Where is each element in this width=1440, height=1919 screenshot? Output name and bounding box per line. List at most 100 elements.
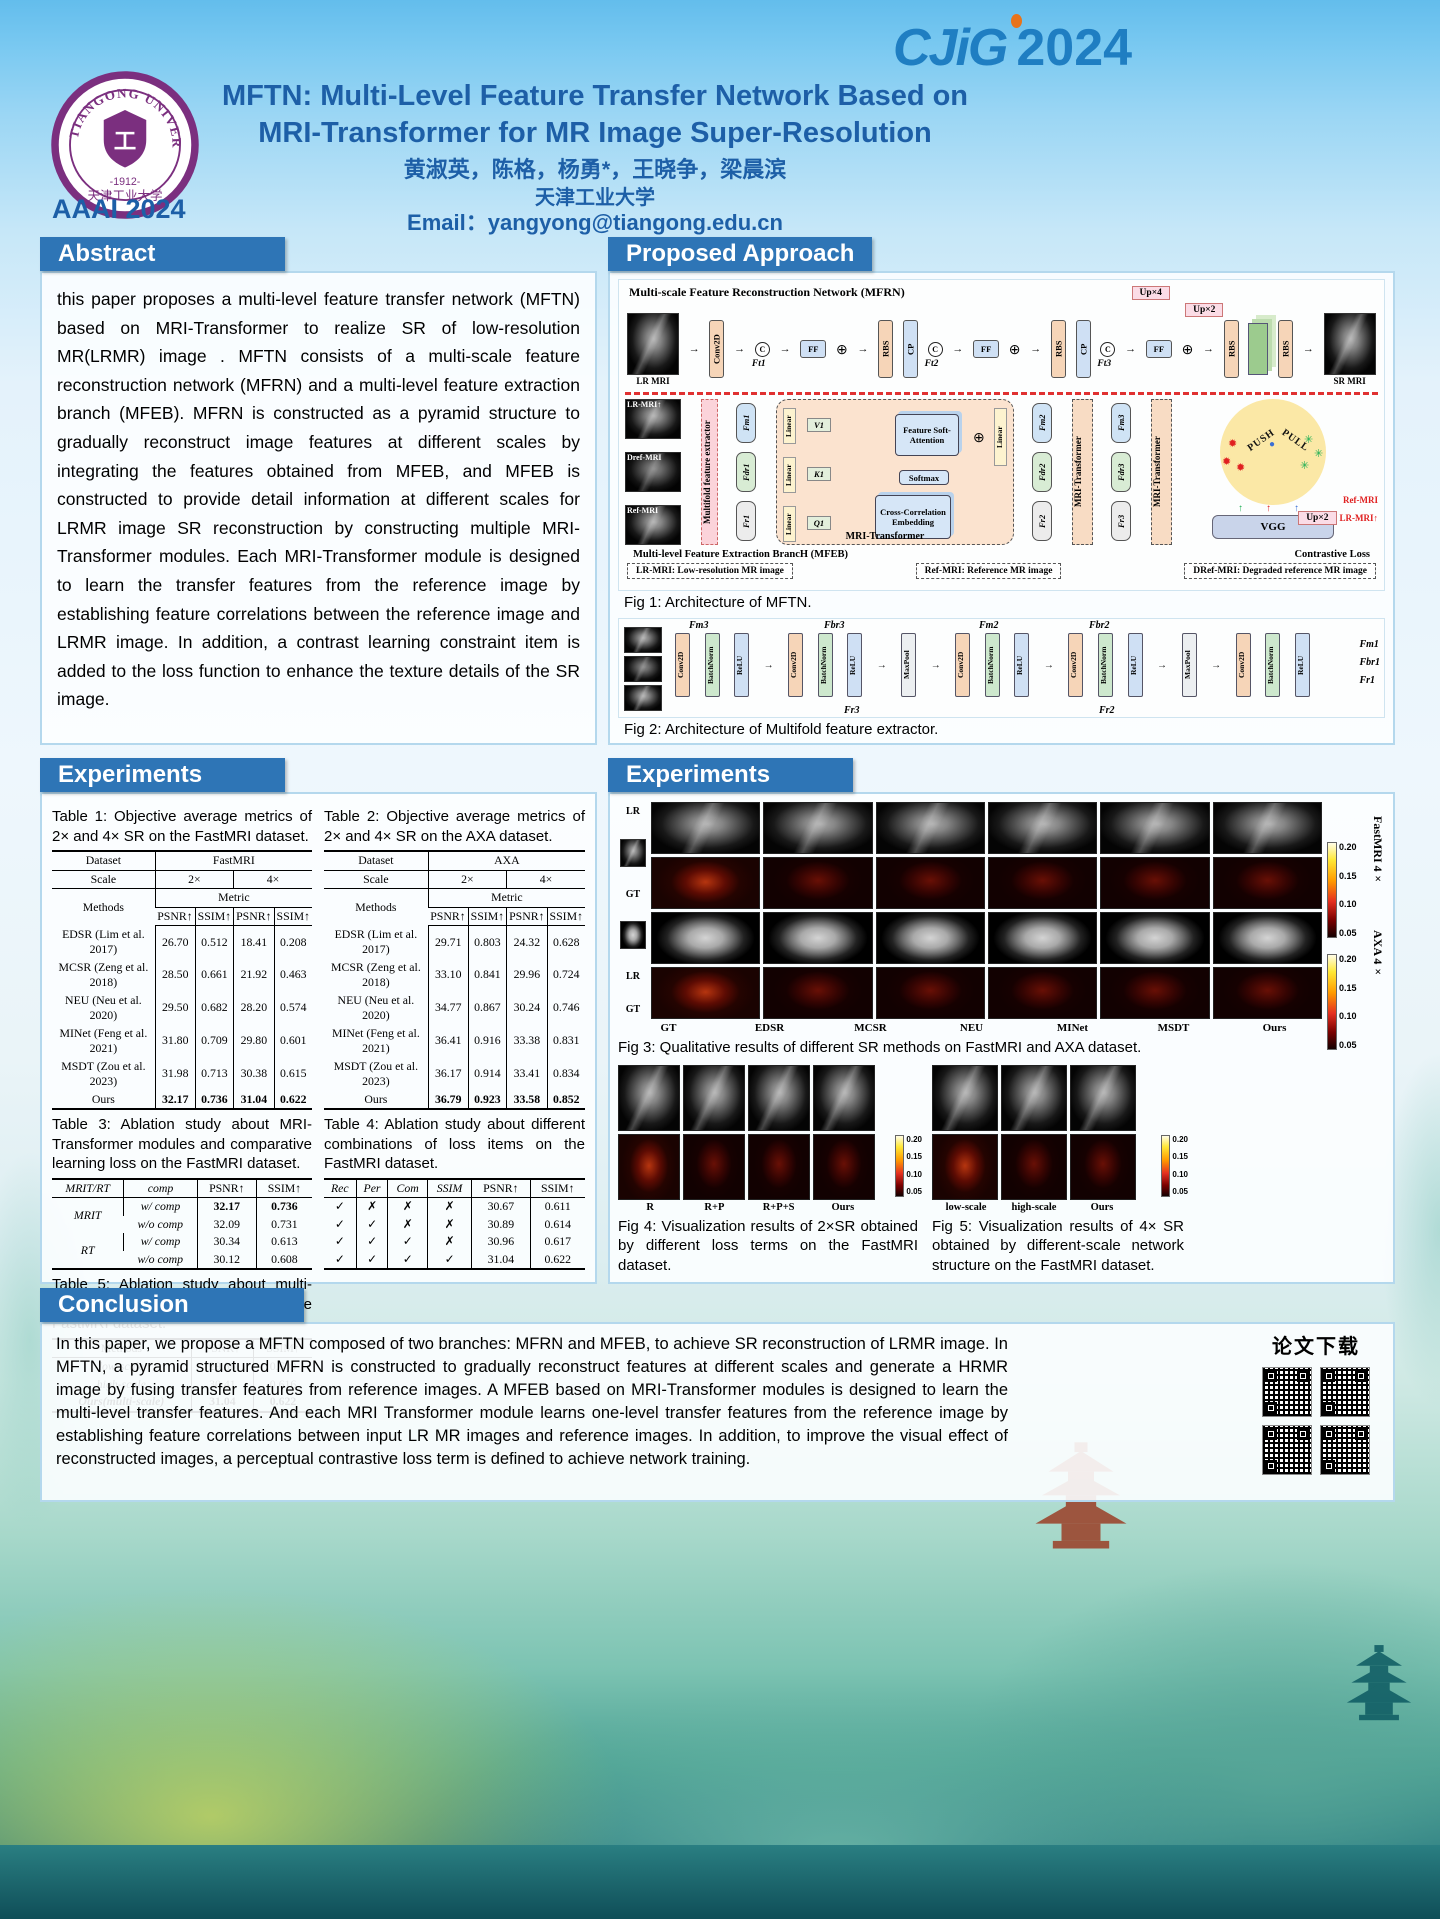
error-map-thumb	[763, 967, 873, 1019]
mri-thumb	[1100, 912, 1210, 964]
ft1-label: Ft1	[751, 358, 766, 369]
cell: 29.80	[233, 1024, 275, 1058]
cp-block: CP	[902, 320, 918, 378]
fm2-block: Fm2	[1032, 403, 1052, 444]
table4: Rec Per Com SSIM PSNR↑ SSIM↑ ✓ ✗ ✗ ✗ 30.67 0.…	[324, 1177, 585, 1270]
conv2d-block: Conv2D	[709, 320, 725, 378]
mri-thumb	[625, 505, 681, 545]
conv2d-block: Conv2D	[1235, 633, 1251, 697]
ff-block: FF	[973, 340, 1000, 358]
cell: 31.80	[154, 1024, 196, 1058]
mri-thumb	[624, 656, 662, 682]
error-map-thumb	[813, 1133, 875, 1200]
relu-block: ReLU	[1014, 633, 1030, 697]
cell: 31.98	[154, 1057, 196, 1091]
seal-glyph: 工	[114, 129, 137, 154]
error-map-thumb	[651, 967, 761, 1019]
tables-columns: Table 1: Objective average metrics of 2×…	[52, 802, 585, 1413]
feature-soft-attention-block: Feature Soft-Attention	[895, 414, 959, 456]
loss-term-label: R+P	[704, 1201, 725, 1213]
table-row: Ours 36.79 0.923 33.58 0.852	[324, 1090, 585, 1109]
lr-mri-input: LR MRI	[627, 312, 679, 386]
cell: ✓	[355, 1215, 388, 1233]
mri-thumb	[624, 685, 662, 711]
mri-thumb	[625, 452, 681, 492]
seal-cn-name: 天津工业大学	[87, 188, 162, 203]
cell: 0.463	[273, 958, 312, 992]
legend-lr-mri: LR-MRI: Low-resolution MR image	[627, 563, 793, 579]
cell: ✓	[334, 1199, 345, 1213]
cell: ✓	[355, 1250, 388, 1269]
concat-icon: C	[754, 341, 770, 357]
cell: 31.04	[233, 1090, 275, 1109]
cell: 36.17	[427, 1057, 469, 1091]
lr-mri-red-label: LR-MRI↑	[1339, 513, 1379, 523]
cell: 30.12	[196, 1250, 257, 1269]
conference-badge: AAAI 2024	[52, 194, 186, 224]
cell: 0.831	[546, 1024, 585, 1058]
cell: 18.41	[233, 925, 275, 959]
anchor-dot-icon: ●	[1269, 439, 1276, 450]
arrow-icon: →	[930, 659, 941, 671]
cell: Dataset	[324, 851, 429, 871]
fig5-grid	[932, 1064, 1184, 1200]
fig4-caption: Fig 4: Visualization results of 2×SR obt…	[618, 1217, 918, 1274]
contrastive-loss-diagram: ✹ ✹ ✹ PUSH ● PULL ✳ ✳ ✳ ↑ ↑ ↑ VGG Ref-MR…	[1190, 399, 1378, 545]
cell: 0.574	[273, 991, 312, 1025]
sr-mri-label: SR MRI	[1333, 375, 1366, 386]
mri-thumb	[813, 1064, 875, 1131]
cell: Rec	[324, 1178, 357, 1198]
experiments-left-header: Experiments	[40, 758, 285, 792]
table-row: ✓ ✗ ✗ ✗ 30.67 0.611	[324, 1197, 585, 1216]
positive-sample-icon: ✳	[1304, 434, 1314, 446]
fig2-outputs: Fm1 Fbr1 Fr1	[1359, 639, 1380, 686]
error-map-thumb	[1100, 967, 1210, 1019]
fm3-block: Fm3	[1111, 403, 1131, 444]
table-row: w/o comp 30.12 0.608	[52, 1250, 312, 1269]
cell: FastMRI	[154, 851, 312, 871]
fig5-labels: low-scale high-scale Ours	[932, 1202, 1136, 1213]
fig4-grid	[618, 1064, 918, 1200]
cell: 30.24	[506, 991, 548, 1025]
method-label: EDSR	[754, 1022, 785, 1034]
method-label: MINet	[1056, 1022, 1089, 1034]
cell: 36.79	[427, 1090, 469, 1109]
fig5-visualization: 0.20 0.15 0.10 0.05 low-scale high-scale…	[932, 1064, 1188, 1276]
tick-label: 0.20	[1339, 954, 1357, 964]
fr2-label: Fr2	[1099, 705, 1115, 716]
error-map-thumb	[748, 1133, 810, 1200]
negative-sample-icon: ✹	[1222, 456, 1232, 468]
cell: AXA	[427, 851, 585, 871]
cell: Metric	[427, 888, 585, 908]
cell: Metric	[154, 888, 312, 908]
table-row: ✓ ✓ ✓ ✗ 30.96 0.617	[324, 1233, 585, 1251]
qr-code	[1262, 1367, 1312, 1417]
conv2d-block: Conv2D	[675, 633, 690, 697]
up-arrow-icon: ↑	[1238, 503, 1243, 514]
error-map-thumb	[1070, 1133, 1136, 1200]
cell: MSDT (Zou et al. 2023)	[333, 1058, 419, 1089]
fm3-label: Fm3	[689, 620, 709, 631]
relu-block: ReLU	[734, 633, 750, 697]
fbr1-label: Fbr1	[1359, 657, 1380, 668]
fig1-legend: LR-MRI: Low-resolution MR image Ref-MRI:…	[619, 560, 1384, 582]
mri-thumb	[683, 1064, 745, 1131]
cell: 0.834	[546, 1057, 585, 1091]
cell: 2×	[427, 870, 507, 889]
table-row: NEU (Neu et al. 2020) 34.77 0.867 30.24 0.74…	[324, 991, 585, 1025]
cell: MRIT	[73, 1207, 102, 1222]
hill-decoration	[0, 1580, 640, 1919]
up4-box: Up×4	[1131, 286, 1170, 300]
table-row: Methods Metric	[324, 888, 585, 914]
abstract-panel: this paper proposes a multi-level featur…	[40, 271, 597, 745]
mfeb-branch: LR-MRI↑ Dref-MRI Ref-MRI Multifold featu…	[619, 397, 1384, 547]
mri-thumb	[932, 1064, 998, 1131]
cell: 30.67	[471, 1197, 531, 1216]
fig1-caption: Fig 1: Architecture of MFTN.	[624, 594, 812, 611]
table-row: Scale 2× 4×	[52, 870, 312, 889]
mri-thumb	[1100, 802, 1210, 854]
affiliation: 天津工业大学	[535, 187, 655, 209]
cell: ✓	[355, 1233, 388, 1251]
tick-label: 0.15	[1172, 1152, 1188, 1162]
cell: 0.841	[467, 958, 507, 992]
